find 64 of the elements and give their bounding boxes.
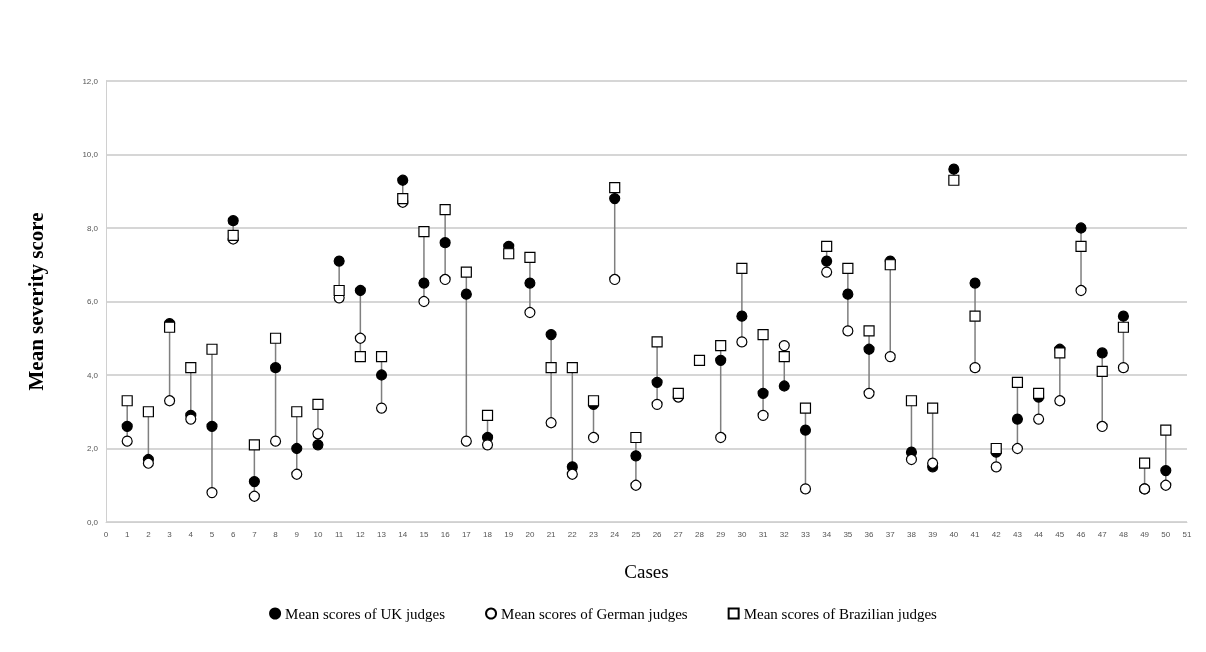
x-tick-label: 4 xyxy=(188,529,194,539)
x-tick-label: 18 xyxy=(483,529,493,539)
x-tick-label: 7 xyxy=(252,529,258,539)
x-tick-label: 12 xyxy=(355,529,366,539)
x-tick-label: 37 xyxy=(885,529,896,539)
y-tick-label: 2,0 xyxy=(86,444,99,453)
x-tick-label: 46 xyxy=(1076,529,1087,539)
x-tick-label: 50 xyxy=(1161,529,1171,539)
x-tick-label: 2 xyxy=(146,529,152,539)
x-tick-label: 40 xyxy=(949,529,959,539)
y-tick-label: 8,0 xyxy=(86,223,99,233)
x-tick-label: 16 xyxy=(440,529,451,539)
x-tick-label: 21 xyxy=(546,529,557,539)
x-tick-label: 30 xyxy=(737,529,747,539)
x-tick-label: 32 xyxy=(779,529,790,539)
x-tick-label: 25 xyxy=(631,529,641,539)
x-tick-label: 14 xyxy=(398,529,408,539)
x-tick-label: 36 xyxy=(864,529,875,539)
x-tick-label: 49 xyxy=(1140,529,1150,539)
legend-label: Mean scores of UK judges xyxy=(285,605,446,622)
y-tick-label: 0,0 xyxy=(86,517,99,527)
x-tick-label: 22 xyxy=(567,529,578,539)
x-tick-label: 20 xyxy=(525,529,535,539)
x-tick-label: 43 xyxy=(1012,529,1023,539)
x-tick-label: 44 xyxy=(1034,529,1044,539)
x-tick-label: 28 xyxy=(695,529,705,539)
x-tick-label: 24 xyxy=(610,529,620,539)
x-tick-label: 5 xyxy=(209,529,215,539)
x-tick-label: 47 xyxy=(1097,529,1108,539)
x-tick-label: 29 xyxy=(716,529,726,539)
x-tick-label: 8 xyxy=(273,529,279,539)
x-tick-label: 45 xyxy=(1055,529,1065,539)
y-tick-label: 4,0 xyxy=(86,370,99,380)
x-tick-label: 3 xyxy=(167,529,173,539)
x-tick-label: 38 xyxy=(907,529,917,539)
x-tick-label: 9 xyxy=(294,529,300,539)
x-tick-label: 39 xyxy=(928,529,938,539)
x-tick-label: 13 xyxy=(377,529,387,539)
x-tick-label: 17 xyxy=(461,529,472,539)
y-tick-label: 12,0 xyxy=(82,76,99,86)
y-axis-title: Mean severity score xyxy=(23,212,48,391)
x-tick-label: 33 xyxy=(801,529,811,539)
x-tick-label: 42 xyxy=(991,529,1002,539)
x-tick-label: 26 xyxy=(652,529,663,539)
x-tick-label: 0 xyxy=(103,529,109,539)
x-tick-label: 51 xyxy=(1182,529,1192,539)
x-tick-label: 10 xyxy=(313,529,323,539)
x-tick-label: 35 xyxy=(843,529,853,539)
x-tick-label: 34 xyxy=(822,529,832,539)
x-tick-label: 31 xyxy=(758,529,769,539)
y-tick-label: 6,0 xyxy=(86,297,99,306)
x-tick-label: 23 xyxy=(589,529,599,539)
x-tick-label: 19 xyxy=(504,529,514,539)
x-tick-label: 48 xyxy=(1118,529,1129,539)
x-tick-label: 15 xyxy=(419,529,429,539)
x-tick-label: 27 xyxy=(673,529,684,539)
x-tick-label: 6 xyxy=(230,529,236,539)
legend-label: Mean scores of Brazilian judges xyxy=(743,605,938,622)
x-tick-label: 41 xyxy=(970,529,981,539)
legend-label: Mean scores of German judges xyxy=(501,605,688,622)
x-axis-title: Cases xyxy=(624,561,669,582)
x-tick-label: 1 xyxy=(124,529,130,539)
y-tick-label: 10,0 xyxy=(82,150,99,159)
x-tick-label: 11 xyxy=(335,529,344,539)
